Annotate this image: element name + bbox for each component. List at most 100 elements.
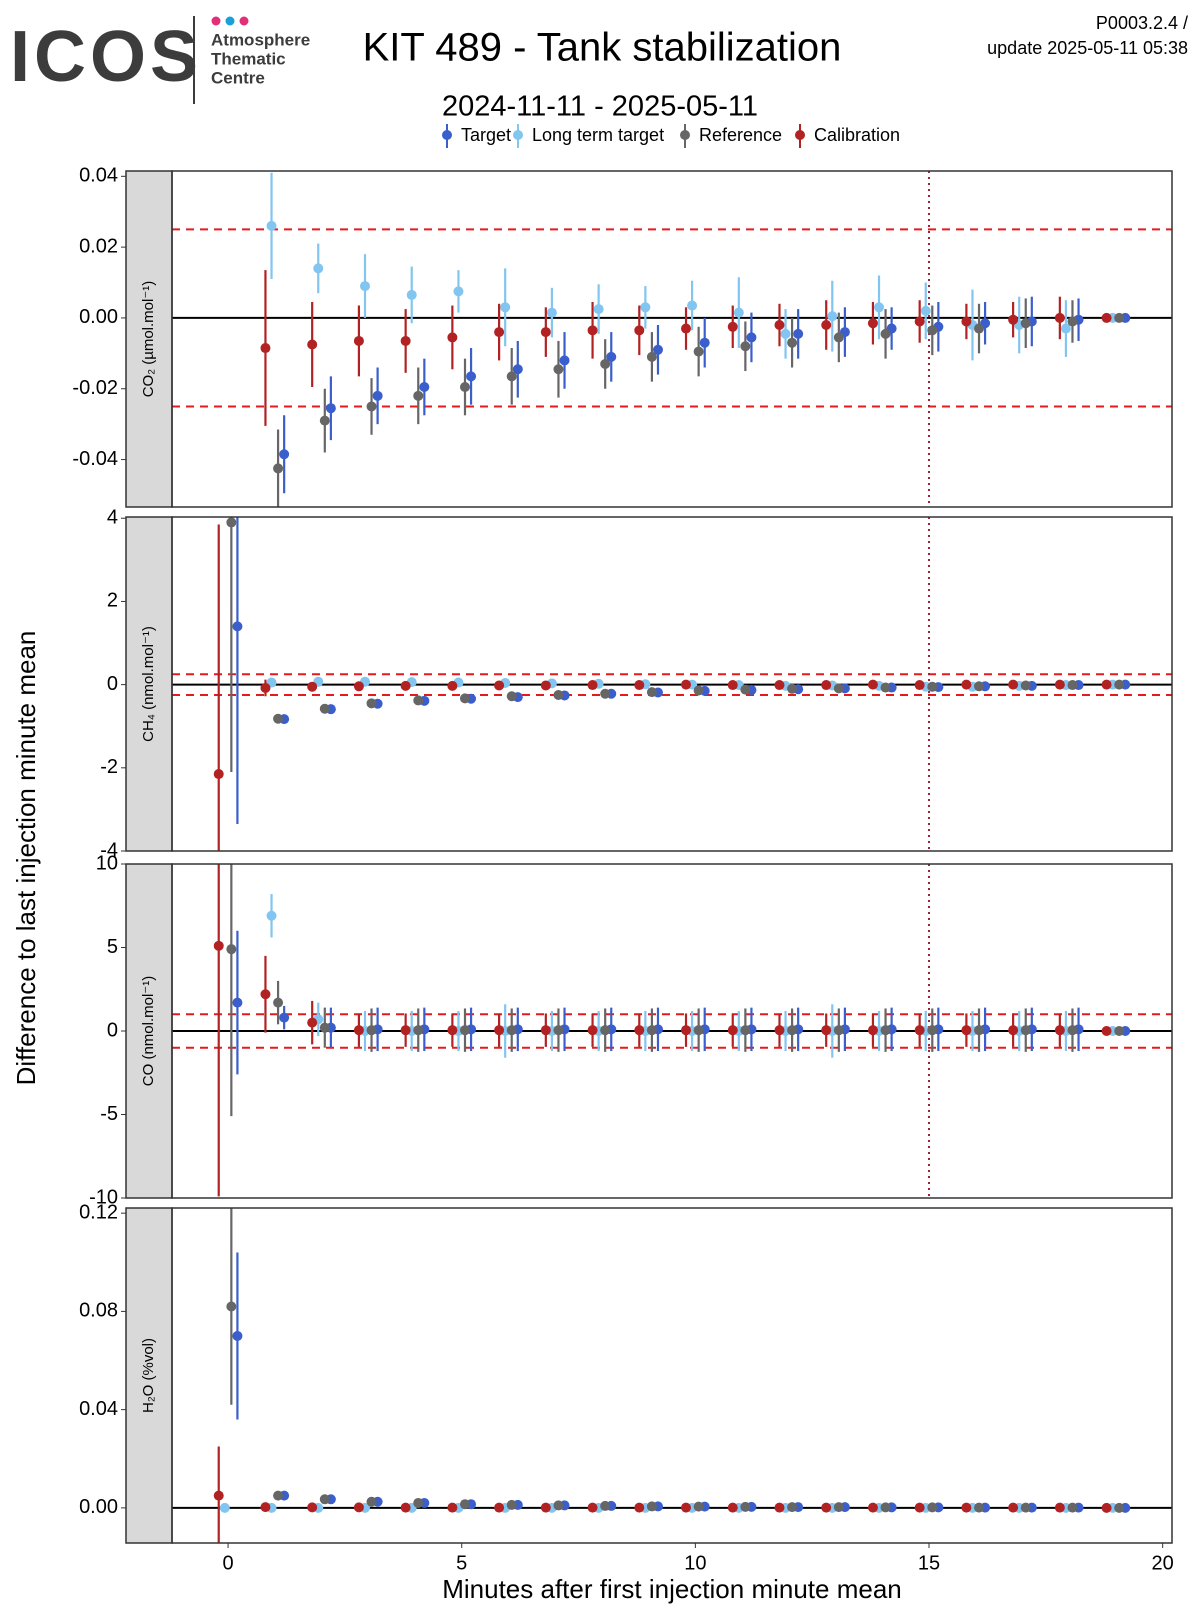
point xyxy=(774,1502,785,1513)
point xyxy=(974,1502,985,1513)
point xyxy=(512,364,523,375)
point xyxy=(634,680,645,691)
point xyxy=(1114,679,1125,690)
legend-swatch xyxy=(795,130,805,140)
point xyxy=(867,318,878,329)
point xyxy=(914,316,925,327)
point xyxy=(1020,1025,1031,1036)
point xyxy=(693,685,704,696)
point xyxy=(307,1017,318,1028)
point xyxy=(366,698,377,709)
point xyxy=(1067,1025,1078,1036)
legend-swatch xyxy=(680,130,690,140)
point xyxy=(447,332,458,343)
point xyxy=(307,681,318,692)
strip-label: CH₄ (nmol.mol⁻¹) xyxy=(140,626,157,742)
point xyxy=(447,680,458,691)
point xyxy=(646,1501,657,1512)
y-tick-label: -0.02 xyxy=(72,377,118,399)
point xyxy=(974,681,985,692)
point xyxy=(927,1502,938,1513)
point xyxy=(279,1012,290,1023)
y-tick-label: 0.04 xyxy=(79,165,118,187)
legend-label: Calibration xyxy=(814,125,900,145)
point xyxy=(319,415,330,426)
y-tick-label: 0.00 xyxy=(79,306,118,328)
point xyxy=(1008,314,1019,325)
point xyxy=(827,311,838,322)
logo: ICOS xyxy=(10,17,202,97)
point xyxy=(213,940,224,951)
y-tick-label: -2 xyxy=(100,756,118,778)
logo-sub: Centre xyxy=(211,68,265,87)
point xyxy=(961,679,972,690)
x-axis-label: Minutes after first injection minute mea… xyxy=(442,1574,902,1604)
point xyxy=(727,1025,738,1036)
point xyxy=(880,328,891,339)
x-tick-label: 15 xyxy=(918,1552,940,1574)
point xyxy=(787,1502,798,1513)
point xyxy=(927,325,938,336)
point xyxy=(266,220,277,231)
point xyxy=(213,769,224,780)
strip-label: H₂O (%vol) xyxy=(140,1338,157,1413)
panel-frame xyxy=(171,1207,1173,1544)
point xyxy=(353,1502,364,1513)
point xyxy=(833,1502,844,1513)
point xyxy=(646,1025,657,1036)
point xyxy=(740,1025,751,1036)
point xyxy=(1054,1502,1065,1513)
legend-swatch xyxy=(513,130,523,140)
point xyxy=(307,1502,318,1513)
point xyxy=(1067,1502,1078,1513)
point xyxy=(1101,1026,1112,1036)
point xyxy=(273,713,284,724)
x-tick-label: 5 xyxy=(456,1552,467,1574)
y-tick-label: -5 xyxy=(100,1103,118,1125)
point xyxy=(1008,1502,1019,1513)
point xyxy=(1008,679,1019,690)
point xyxy=(867,1025,878,1036)
y-axis-label: Difference to last injection minute mean xyxy=(11,631,41,1086)
point xyxy=(880,1025,891,1036)
point xyxy=(746,332,757,343)
point xyxy=(413,695,424,706)
point xyxy=(652,344,663,355)
point xyxy=(540,327,551,338)
point xyxy=(553,1025,564,1036)
point xyxy=(821,1025,832,1036)
point xyxy=(400,1502,411,1513)
point xyxy=(974,323,985,334)
point xyxy=(600,1500,611,1511)
x-tick-label: 0 xyxy=(223,1552,234,1574)
y-tick-label: 10 xyxy=(96,852,118,874)
point xyxy=(1020,680,1031,691)
point xyxy=(833,332,844,343)
point xyxy=(359,281,370,292)
point xyxy=(961,1502,972,1513)
x-tick-label: 10 xyxy=(684,1552,706,1574)
point xyxy=(640,302,651,313)
point xyxy=(353,1025,364,1036)
legend-label: Target xyxy=(461,125,511,145)
point xyxy=(353,335,364,346)
point xyxy=(273,1490,284,1501)
point xyxy=(593,304,604,315)
point xyxy=(494,327,505,338)
y-tick-label: 0.12 xyxy=(79,1201,118,1223)
point xyxy=(553,690,564,701)
point xyxy=(693,1501,704,1512)
point xyxy=(693,1025,704,1036)
point xyxy=(974,1025,985,1036)
point xyxy=(833,683,844,694)
y-tick-label: 2 xyxy=(107,590,118,612)
point xyxy=(540,1502,551,1513)
y-tick-label: 5 xyxy=(107,936,118,958)
point xyxy=(447,1025,458,1036)
y-tick-label: 0 xyxy=(107,673,118,695)
point xyxy=(821,1502,832,1513)
point xyxy=(494,680,505,691)
point xyxy=(1054,679,1065,690)
panel xyxy=(172,864,1172,1198)
point xyxy=(540,680,551,691)
